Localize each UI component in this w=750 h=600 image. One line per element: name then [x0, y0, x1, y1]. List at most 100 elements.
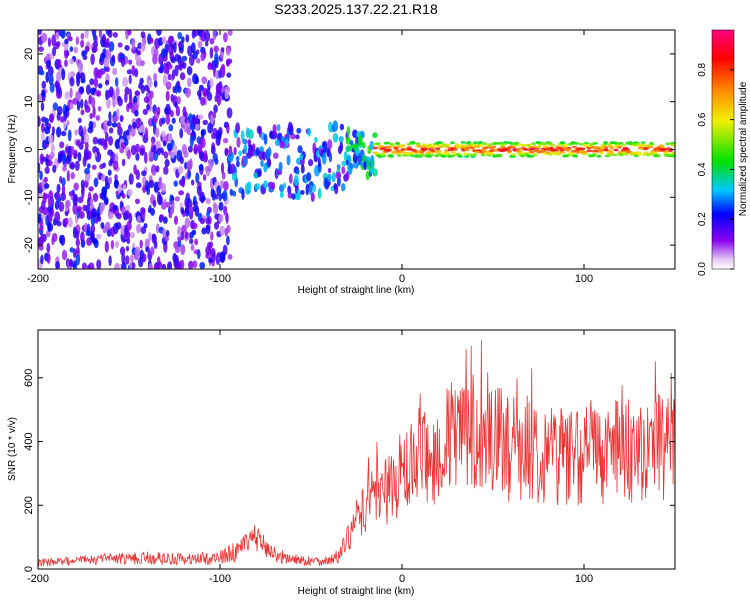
spectral-cell: [202, 174, 207, 181]
spectral-cell: [267, 146, 272, 158]
spectral-cell: [257, 169, 262, 178]
spectral-cell: [108, 41, 115, 52]
spectral-cell: [168, 124, 174, 132]
spectral-cell: [67, 129, 72, 142]
spectral-cell: [106, 120, 112, 127]
spectral-cell: [61, 130, 67, 137]
spectral-cell: [417, 145, 423, 148]
spectral-cell: [225, 148, 229, 155]
spectral-cell: [101, 33, 106, 44]
spectral-cell: [114, 179, 120, 189]
spectral-cell: [238, 150, 243, 157]
spectral-cell: [93, 151, 98, 158]
spectral-cell: [130, 231, 135, 239]
spectral-cell: [75, 36, 80, 45]
spectral-cell: [209, 47, 214, 59]
spectral-cell: [582, 150, 588, 154]
spectral-cell: [205, 217, 211, 225]
spectral-cell: [54, 200, 60, 210]
spectral-cell: [131, 37, 136, 50]
spectral-cell: [95, 115, 101, 121]
spectral-cell: [603, 141, 609, 144]
spectral-cell: [128, 173, 134, 185]
spectral-cell: [73, 149, 78, 159]
spectral-cell: [80, 98, 84, 109]
spectral-cell: [559, 151, 565, 154]
spectral-cell: [241, 188, 245, 200]
chart-title: S233.2025.137.22.21.R18: [274, 1, 438, 17]
spectral-cell: [62, 154, 67, 165]
spectral-cell: [222, 138, 229, 144]
colorbar-tick-label: 0.0: [697, 262, 708, 276]
spectral-cell: [124, 230, 131, 239]
spectral-cell: [209, 38, 215, 45]
colorbar-label: Normalized spectral amplitude: [738, 81, 749, 216]
spectral-cell: [613, 148, 619, 152]
spectral-cell: [565, 148, 571, 152]
spectral-cell: [105, 37, 110, 49]
spectral-cell: [349, 139, 354, 146]
spectral-cell: [295, 134, 300, 140]
spectral-cell: [88, 186, 94, 192]
spectral-cell: [126, 69, 133, 75]
spectral-cell: [50, 208, 55, 217]
spectral-cell: [542, 142, 547, 146]
spectral-cell: [45, 71, 49, 83]
spectral-cell: [161, 130, 166, 138]
spectral-cell: [278, 161, 283, 172]
spectral-cell: [569, 142, 575, 146]
spectral-cell: [652, 150, 658, 154]
spectral-cell: [119, 115, 124, 123]
spectral-cell: [430, 146, 436, 150]
spectral-cell: [163, 166, 169, 175]
spectral-cell: [205, 198, 211, 205]
spectral-cell: [135, 182, 142, 189]
spectral-cell: [150, 246, 155, 256]
spectral-cell: [140, 84, 145, 94]
spectral-cell: [83, 147, 90, 159]
spectral-cell: [184, 231, 189, 239]
colorbar-tick-label: 0.2: [697, 212, 708, 226]
spectral-cell: [555, 150, 561, 154]
spectral-cell: [62, 165, 67, 172]
spectral-cell: [50, 143, 55, 154]
spectral-cell: [89, 78, 95, 86]
spectral-cell: [141, 253, 147, 263]
spectral-cell: [495, 142, 501, 145]
spectral-cell: [489, 149, 495, 153]
spectral-cell: [162, 216, 168, 224]
spectral-cell: [86, 223, 91, 236]
spectral-cell: [224, 89, 229, 100]
spectral-cell: [76, 100, 81, 111]
spectral-cell: [222, 189, 228, 202]
spectral-cell: [226, 58, 230, 67]
spectral-cell: [410, 154, 415, 158]
spectral-cell: [140, 226, 147, 234]
spectral-cell: [170, 200, 175, 212]
colorbar-tick-label: 0.6: [697, 112, 708, 126]
spectral-cell: [47, 222, 54, 232]
spectral-cell: [347, 157, 352, 164]
spectral-cell: [221, 63, 226, 71]
spectral-cell: [73, 182, 79, 191]
spectral-cell: [60, 30, 66, 39]
y-tick-label: 20: [23, 48, 35, 60]
spectral-cell: [215, 193, 219, 200]
spectral-cell: [189, 238, 194, 245]
spectral-cell: [132, 121, 138, 129]
spectral-cell: [219, 251, 226, 264]
spectral-cell: [180, 207, 185, 215]
spectral-cell: [152, 199, 157, 208]
spectral-cell: [39, 170, 43, 181]
spectral-cell: [47, 160, 53, 167]
spectral-cell: [108, 111, 112, 122]
colorbar-ticks: 0.0 0.2 0.4 0.6 0.8: [697, 62, 734, 276]
spectral-cell: [112, 32, 118, 38]
spectral-cell: [300, 164, 305, 174]
spectral-cell: [41, 122, 45, 133]
spectral-cell: [226, 107, 233, 119]
spectral-cell: [38, 30, 42, 35]
spectral-cell: [183, 150, 189, 158]
spectral-cell: [40, 233, 45, 244]
spectral-cell: [436, 150, 442, 153]
